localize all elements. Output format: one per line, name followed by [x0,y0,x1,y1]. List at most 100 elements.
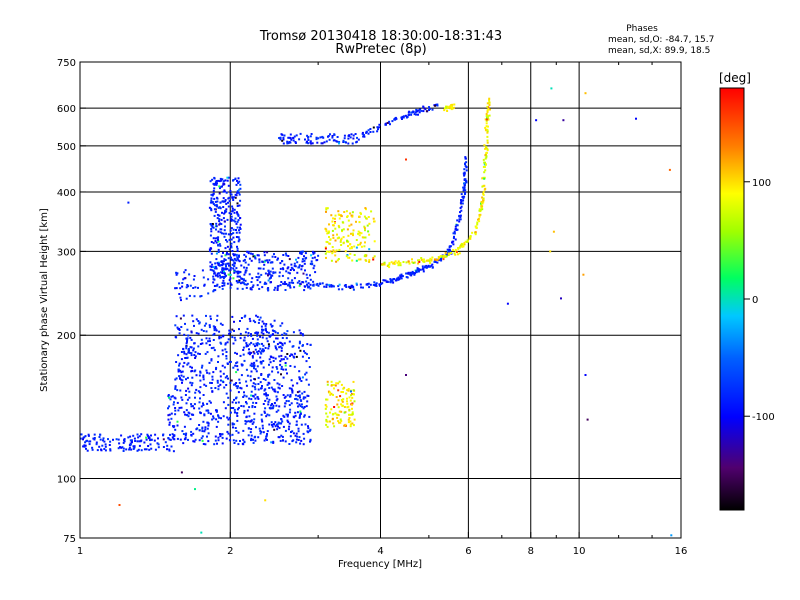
echo-point [381,263,384,266]
echo-point [184,357,187,359]
echo-point [388,120,391,123]
echo-point [200,437,203,440]
echo-point [225,265,227,268]
echo-point [309,135,312,138]
echo-point [389,281,392,284]
echo-point [212,266,215,269]
echo-point [264,347,267,349]
echo-point [227,262,230,265]
echo-point [412,262,415,264]
echo-point [217,236,220,239]
echo-point [378,123,381,126]
echo-point [207,292,210,295]
echo-point [434,258,436,261]
echo-point [236,365,239,368]
echo-point [229,434,232,437]
echo-point [239,337,242,340]
echo-point [274,271,277,274]
echo-point [346,254,349,256]
echo-point [367,132,370,135]
echo-point [249,320,252,323]
echo-point [353,254,356,256]
echo-point [175,377,178,380]
echo-point [465,169,468,172]
echo-point [265,337,268,340]
echo-point [234,383,237,386]
echo-point [284,364,287,367]
echo-point [341,288,344,291]
echo-point [447,252,450,255]
echo-point [230,215,233,218]
echo-point [331,135,334,137]
echo-point [250,333,252,336]
echo-point [482,158,485,161]
echo-point [220,228,223,231]
echo-point [148,448,151,451]
echo-point [215,252,218,255]
echo-point [234,196,237,199]
echo-point [235,401,237,404]
echo-point [399,264,402,267]
echo-point [179,389,182,392]
echo-point [338,226,341,229]
echo-point [265,434,268,437]
echo-point [216,213,219,216]
echo-point [393,278,396,280]
echo-point [264,378,267,381]
echo-point [290,379,293,382]
echo-point [157,437,159,440]
echo-point [211,223,214,225]
echo-point [222,401,225,404]
echo-point [253,364,256,367]
echo-point [207,340,210,343]
echo-point [281,342,284,345]
echo-point [275,399,278,402]
echo-point [102,437,105,440]
echo-point [415,113,417,116]
echo-point [271,366,274,369]
echo-point [458,215,461,218]
echo-point [229,229,232,232]
echo-point [218,223,221,226]
echo-point [228,417,231,419]
echo-point [248,273,251,276]
echo-point [373,240,376,243]
echo-point [190,352,193,355]
echo-point [181,430,184,433]
echo-point [236,272,239,275]
echo-point [284,395,287,398]
echo-point [222,279,225,282]
echo-point [259,347,262,350]
echo-point [299,405,302,408]
echo-point [277,386,280,389]
echo-point [199,379,202,382]
echo-point [325,207,328,210]
echo-point [301,376,304,379]
echo-point [212,339,215,341]
echo-point [268,398,271,401]
echo-point [227,253,230,256]
echo-point [302,407,305,410]
echo-point [177,354,180,357]
echo-point [349,413,352,416]
echo-point [190,384,193,387]
echo-point [339,240,342,243]
echo-point [83,445,86,448]
echo-point [315,259,318,262]
echo-point [260,349,263,352]
echo-point [240,317,243,319]
echo-point [268,373,271,376]
echo-point [446,105,449,108]
echo-point [186,328,189,331]
echo-point [207,432,210,435]
echo-point [455,251,458,253]
echo-point [181,398,184,401]
echo-point [186,398,189,401]
echo-point [240,405,243,407]
echo-point [422,258,425,261]
echo-point [351,393,354,396]
echo-point [357,138,360,141]
echo-point [246,282,249,285]
echo-point [96,449,99,452]
echo-point [224,179,227,182]
